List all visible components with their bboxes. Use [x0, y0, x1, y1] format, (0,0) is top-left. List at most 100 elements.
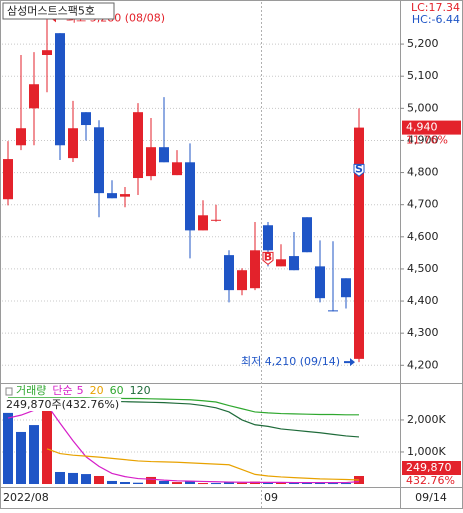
candle-body [328, 310, 338, 312]
legend-entry: 20 [90, 384, 104, 397]
candle-body [224, 255, 234, 291]
volume-bar [94, 475, 104, 484]
ma-line [8, 397, 359, 416]
change-label: 11.76% [406, 134, 448, 147]
y-tick-label: 2,000K [407, 413, 446, 426]
candle-body [341, 278, 351, 298]
legend-entry: 5 [77, 384, 84, 397]
ma-type: 단순 [52, 384, 72, 397]
volume-bar [276, 482, 286, 484]
volume-bar [81, 474, 91, 484]
y-tick-label: 5,000 [407, 101, 439, 114]
volume-bar [302, 482, 312, 484]
candle-body [3, 159, 13, 200]
volume-bar [237, 482, 247, 484]
legend-entry: 120 [130, 384, 151, 397]
y-tick-label: 4,400 [407, 294, 439, 307]
ma-line [46, 448, 360, 481]
volume-bar [354, 475, 364, 484]
candle-body [172, 162, 182, 176]
volume-bar [146, 476, 156, 484]
title-box [2, 2, 115, 20]
candle-body [68, 128, 78, 159]
low-arrow [344, 358, 355, 367]
volume-bar [289, 482, 299, 484]
volume-bar [107, 480, 117, 484]
signal-marker [353, 163, 365, 177]
price-tag-label: 4,940 [406, 121, 438, 134]
price-tag [402, 120, 461, 135]
candle-body [120, 194, 130, 197]
volume-bar [328, 483, 338, 485]
y-tick-label: 4,300 [407, 326, 439, 339]
chart-title: 삼성머스트스팩5호 [7, 5, 95, 18]
volume-bar [29, 425, 39, 484]
candle-body [159, 147, 169, 163]
y-tick-label: 4,900 [407, 133, 439, 146]
volume-bar [3, 412, 13, 484]
candle-body [55, 33, 65, 146]
header-bg [4, 398, 122, 411]
volume-bar [55, 471, 65, 484]
y-tick-label: 4,200 [407, 358, 439, 371]
signal-label: B [264, 250, 272, 263]
volume-bar [263, 482, 273, 484]
x-tick-label: 09 [264, 491, 278, 504]
candle-body [302, 217, 312, 253]
candle-body [354, 127, 364, 359]
volume-bar [341, 483, 351, 485]
candle-body [42, 50, 52, 56]
volume-bar [16, 431, 26, 484]
candle-body [211, 219, 221, 221]
candle-body [276, 259, 286, 267]
signal-marker [262, 251, 274, 265]
candle-body [198, 215, 208, 231]
volume-bar [224, 481, 234, 484]
volume-bar [42, 407, 52, 484]
x-tick-label: 2022/08 [3, 491, 49, 504]
volume-bar [120, 482, 130, 484]
volume-bar [211, 483, 221, 485]
volume-bar [172, 482, 182, 484]
candle-body [29, 84, 39, 109]
volume-bar [185, 480, 195, 484]
candle-body [263, 225, 273, 251]
volume-tag-label: 249,870 [406, 461, 452, 474]
y-tick-label: 4,700 [407, 198, 439, 211]
low-annotation: 최저 4,210 (09/14) [241, 355, 340, 368]
candle-body [146, 147, 156, 177]
candle-body [185, 162, 195, 231]
candle-body [94, 127, 104, 194]
y-tick-label: 4,800 [407, 166, 439, 179]
y-tick-label: 4,600 [407, 230, 439, 243]
indicator-name: 거래량 [16, 384, 46, 397]
candle-body [81, 112, 91, 126]
y-tick-label: 4,500 [407, 262, 439, 275]
y-tick-label: 1,000K [407, 445, 446, 458]
volume-bar [315, 482, 325, 484]
volume-tag [402, 460, 461, 475]
plot-layer: 4,200 4,300 4,400 4,500 4,600 4,700 4,800 4,900… [2, 2, 461, 509]
cursor-date: 09/14 [415, 491, 447, 504]
y-tick-label: 5,200 [407, 37, 439, 50]
volume-bar [133, 482, 143, 484]
lc-label: LC:17.34 [411, 1, 460, 14]
candle-body [250, 250, 260, 289]
y-tick-label: 5,100 [407, 69, 439, 82]
hc-label: HC:-6.44 [412, 13, 460, 26]
volume-bar [68, 472, 78, 484]
volume-bar [159, 480, 169, 484]
volume-bar [198, 483, 208, 485]
indicator-icon [5, 387, 13, 396]
volume-change-label: 432.76% [406, 474, 455, 487]
signal-label: S [355, 162, 363, 175]
legend-entry: 60 [110, 384, 124, 397]
candle-body [16, 128, 26, 146]
candle-body [289, 256, 299, 271]
candle-body [315, 266, 325, 299]
candle-body [107, 193, 117, 199]
volume-header: 249,870주(432.76%) [6, 398, 119, 411]
candle-body [133, 112, 143, 179]
